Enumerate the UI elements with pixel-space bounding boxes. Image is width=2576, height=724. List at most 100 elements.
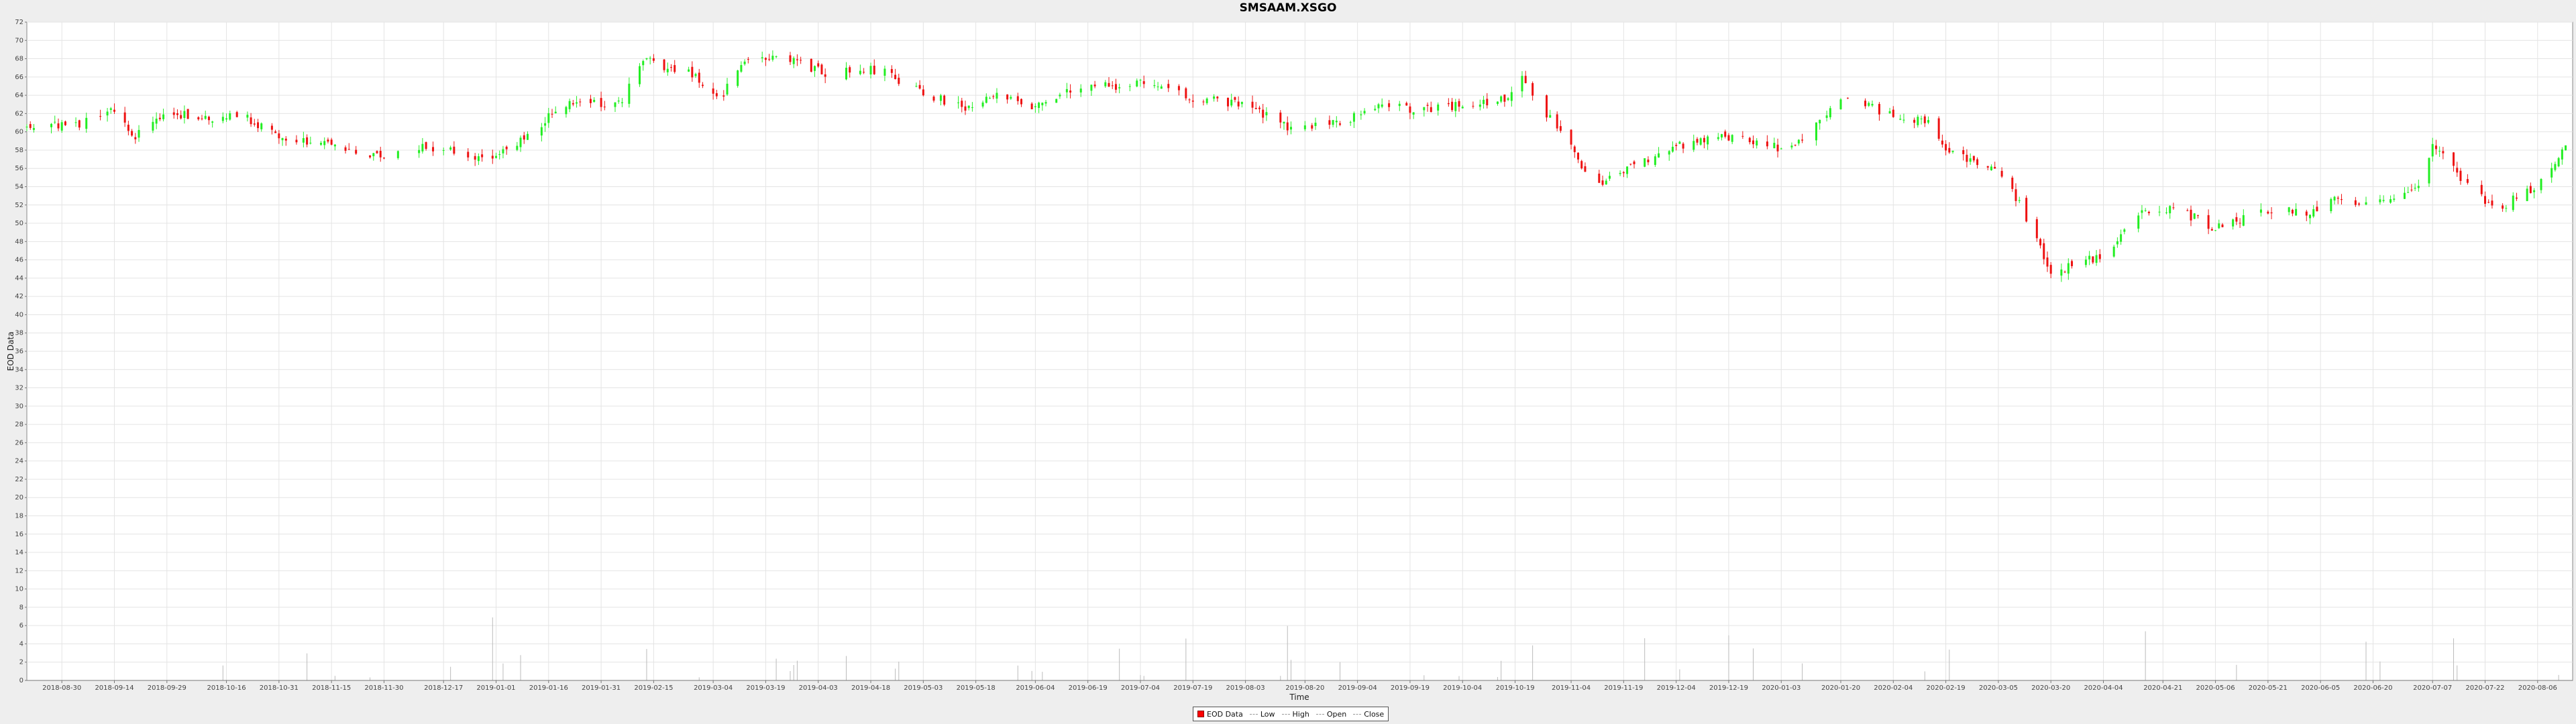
candle-down bbox=[2172, 207, 2175, 208]
candle-down bbox=[2480, 184, 2483, 194]
volume-layer bbox=[222, 617, 2559, 680]
candle-up bbox=[1510, 92, 1513, 101]
candle-down bbox=[1409, 106, 1411, 113]
legend-label-open: Open bbox=[1326, 709, 1347, 719]
x-tick-label: 2019-02-15 bbox=[634, 684, 673, 692]
x-tick-label: 2020-02-19 bbox=[1927, 684, 1966, 692]
candle-down bbox=[2049, 265, 2052, 274]
x-tick-label: 2020-02-04 bbox=[1874, 684, 1913, 692]
candle-up bbox=[519, 137, 522, 147]
candle-up bbox=[54, 121, 56, 123]
candle-down bbox=[1598, 174, 1601, 183]
x-tick-label: 2018-11-15 bbox=[312, 684, 351, 692]
candle-down bbox=[158, 117, 161, 119]
candle-up bbox=[421, 143, 424, 152]
legend-swatch-close bbox=[1353, 713, 1362, 715]
candle-down bbox=[1966, 154, 1968, 162]
candle-up bbox=[2116, 241, 2118, 245]
candle-up bbox=[737, 70, 739, 86]
candle-up bbox=[1363, 111, 1366, 114]
candle-down bbox=[1185, 88, 1187, 99]
candle-up bbox=[740, 65, 743, 72]
candle-down bbox=[715, 93, 718, 97]
candle-up bbox=[1507, 98, 1509, 101]
x-tick-label: 2020-07-22 bbox=[2465, 684, 2504, 692]
candle-down bbox=[1923, 116, 1926, 123]
candle-up bbox=[2565, 145, 2567, 151]
candle-down bbox=[1647, 160, 1650, 163]
candle-down bbox=[1937, 118, 1940, 139]
candle-up bbox=[1423, 107, 1426, 111]
y-tick-label: 58 bbox=[15, 147, 23, 154]
candle-down bbox=[1388, 103, 1391, 107]
candle-down bbox=[134, 137, 137, 139]
x-tick-label: 2018-09-29 bbox=[148, 684, 186, 692]
candle-up bbox=[593, 99, 596, 102]
y-axis: 0246810121416182022242628303234363840424… bbox=[15, 19, 27, 684]
x-tick-label: 2019-11-04 bbox=[1552, 684, 1591, 692]
candle-down bbox=[113, 109, 116, 112]
candle-up bbox=[981, 102, 984, 107]
y-tick-label: 30 bbox=[15, 403, 23, 410]
candle-down bbox=[1532, 82, 1534, 96]
candle-down bbox=[817, 63, 820, 67]
candle-up bbox=[396, 151, 399, 158]
candle-down bbox=[1093, 84, 1096, 86]
candle-down bbox=[274, 131, 277, 133]
candle-up bbox=[688, 69, 690, 72]
candle-down bbox=[1584, 166, 1587, 172]
candle-down bbox=[176, 113, 178, 115]
candle-down bbox=[1503, 95, 1506, 102]
candle-up bbox=[32, 127, 35, 130]
candle-down bbox=[747, 59, 749, 60]
x-tick-label: 2019-11-19 bbox=[1604, 684, 1643, 692]
candle-down bbox=[1286, 122, 1289, 131]
candle-down bbox=[1748, 137, 1751, 143]
candle-down bbox=[2011, 178, 2014, 189]
candle-down bbox=[894, 74, 897, 80]
candle-up bbox=[323, 141, 326, 145]
candle-up bbox=[260, 123, 263, 129]
candle-down bbox=[1727, 135, 1730, 141]
candle-up bbox=[645, 58, 648, 60]
candle-down bbox=[712, 88, 714, 94]
candle-up bbox=[2365, 202, 2367, 205]
legend-label-eod: EOD Data bbox=[1207, 709, 1243, 719]
candle-up bbox=[502, 149, 504, 154]
candle-down bbox=[1986, 166, 1989, 168]
candle-down bbox=[1682, 143, 1684, 149]
candle-up bbox=[2084, 259, 2087, 265]
x-tick-label: 2020-03-20 bbox=[2031, 684, 2070, 692]
x-tick-label: 2019-09-04 bbox=[1338, 684, 1377, 692]
y-tick-label: 18 bbox=[15, 513, 23, 520]
candle-down bbox=[1675, 145, 1678, 146]
candle-down bbox=[1254, 108, 1257, 109]
candle-down bbox=[1913, 119, 1916, 123]
candle-up bbox=[162, 114, 165, 119]
candle-up bbox=[2218, 223, 2220, 229]
candle-up bbox=[1352, 113, 1355, 122]
candle-up bbox=[1756, 140, 1758, 145]
candle-up bbox=[1377, 104, 1380, 109]
candle-up bbox=[1010, 97, 1012, 99]
candle-down bbox=[1458, 101, 1460, 107]
candle-down bbox=[327, 139, 329, 142]
x-tick-label: 2020-04-04 bbox=[2084, 684, 2123, 692]
candle-up bbox=[281, 137, 284, 141]
candle-down bbox=[2039, 239, 2042, 246]
candle-up bbox=[743, 61, 746, 64]
candle-up bbox=[2120, 234, 2123, 242]
candle-up bbox=[1205, 99, 1208, 103]
candle-down bbox=[1801, 139, 1804, 141]
candle-up bbox=[1699, 138, 1702, 145]
candle-down bbox=[376, 151, 378, 154]
candle-down bbox=[2459, 170, 2462, 181]
candle-down bbox=[1892, 109, 1894, 117]
x-tick-label: 2019-01-31 bbox=[582, 684, 621, 692]
candle-down bbox=[1262, 109, 1265, 118]
candle-down bbox=[2098, 254, 2101, 259]
candle-down bbox=[491, 156, 494, 159]
x-axis-label: Time bbox=[1289, 692, 1309, 702]
candle-up bbox=[771, 56, 774, 60]
